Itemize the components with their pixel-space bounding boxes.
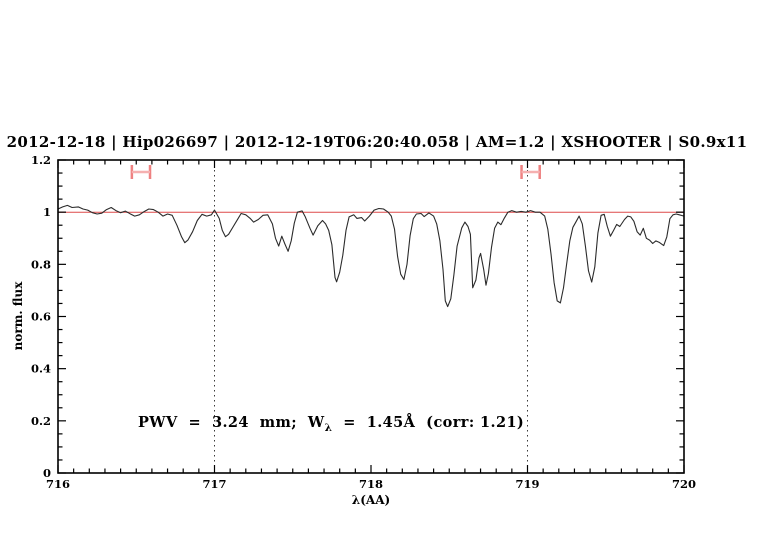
pwv-annotation-part1: PWV = 3.24 mm; W — [138, 414, 325, 431]
tick-label: 0.4 — [31, 362, 51, 376]
series-layer — [57, 204, 685, 308]
pwv-annotation: PWV = 3.24 mm; Wλ = 1.45Å (corr: 1.21) — [138, 413, 524, 434]
y-axis-title: norm. flux — [11, 281, 25, 351]
guide-lines-layer — [214, 160, 528, 473]
plot-title: 2012-12-18 | Hip026697 | 2012-12-19T06:2… — [7, 133, 748, 151]
tick-label: 717 — [202, 477, 226, 491]
tick-label: 0.8 — [31, 257, 51, 271]
observed-spectrum-line — [57, 204, 685, 308]
tick-label: 720 — [672, 477, 696, 491]
pwv-annotation-subscript: λ — [325, 422, 333, 434]
pwv-annotation-part2: = 1.45Å (corr: 1.21) — [332, 413, 524, 431]
x-axis-title: λ(AA) — [352, 493, 390, 507]
tick-label: 0.6 — [31, 310, 51, 324]
tick-label: 0 — [43, 466, 51, 480]
band-markers-layer — [130, 164, 541, 179]
tick-label: 716 — [46, 477, 70, 491]
tick-label: 718 — [359, 477, 383, 491]
tick-label: 719 — [515, 477, 539, 491]
tick-label: 1.2 — [31, 153, 51, 167]
tick-label: 0.2 — [31, 414, 51, 428]
tick-label: 1 — [43, 205, 51, 219]
tick-labels-layer: 716 717 718 719 720 0 0.2 0.4 0.6 0.8 1 1.2 — [31, 153, 696, 491]
axes-frame — [57, 159, 685, 474]
